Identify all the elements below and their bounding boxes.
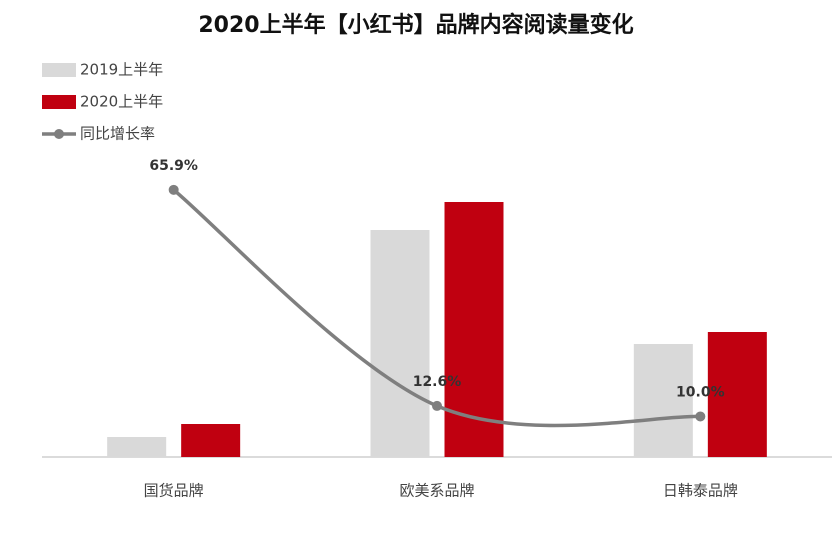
line bbox=[172, 188, 701, 428]
bar bbox=[370, 230, 430, 457]
line-marker bbox=[432, 400, 442, 411]
line-marker bbox=[695, 411, 706, 422]
chart-title: 2020上半年【小红书】品牌内容阅读量变化 bbox=[198, 12, 633, 38]
legend-swatch bbox=[42, 63, 76, 77]
data-label: 65.9% bbox=[149, 158, 198, 174]
legend-label: 2020上半年 bbox=[80, 93, 163, 111]
bar bbox=[707, 332, 767, 457]
data-label: 12.6% bbox=[413, 374, 462, 390]
data-label: 10.0% bbox=[676, 384, 725, 400]
legend-label: 2019上半年 bbox=[80, 61, 163, 79]
bar bbox=[181, 424, 241, 457]
bar bbox=[633, 344, 693, 457]
legend-label: 同比增长率 bbox=[80, 125, 155, 143]
x-tick-label: 国货品牌 bbox=[144, 482, 204, 500]
legend-swatch bbox=[42, 95, 76, 109]
legend-swatch bbox=[54, 129, 64, 139]
x-tick-label: 欧美系品牌 bbox=[399, 482, 474, 500]
bar bbox=[444, 202, 504, 457]
line-marker bbox=[168, 184, 179, 195]
x-tick-label: 日韩泰品牌 bbox=[663, 482, 738, 500]
bar bbox=[107, 437, 167, 457]
